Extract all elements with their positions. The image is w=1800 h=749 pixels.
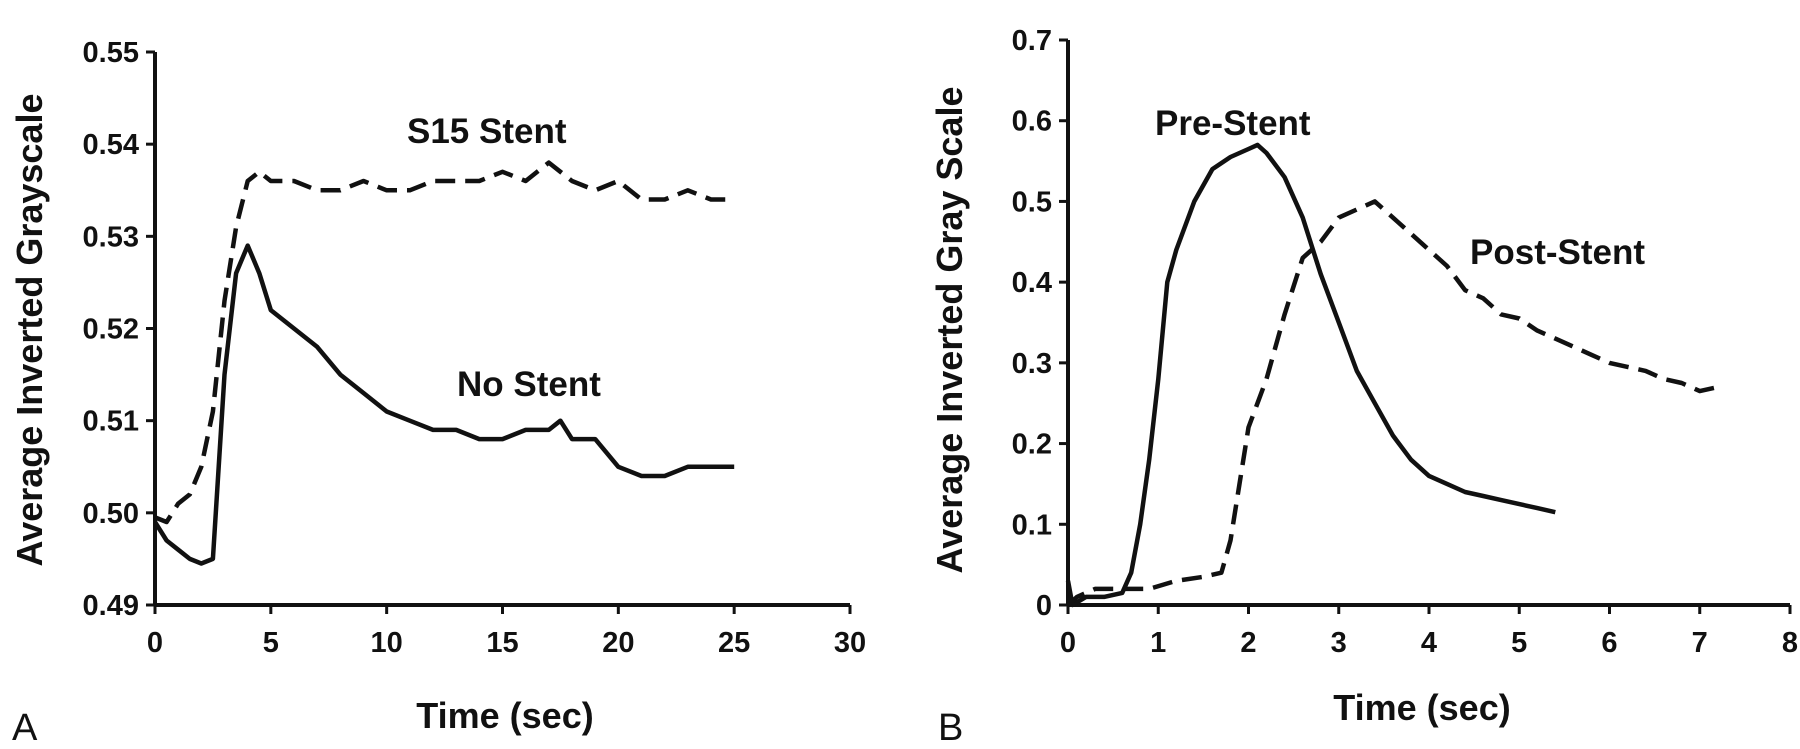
- panel-b-series-pre-stent: [1065, 142, 1556, 608]
- panel-a-xlabel: Time (sec): [416, 695, 593, 736]
- panel-a-x-tick-label: 10: [371, 627, 403, 659]
- panel-b-x-tick-label: 1: [1150, 627, 1166, 659]
- panel-a-label-no-stent: No Stent: [457, 365, 601, 404]
- panel-b-x-tick-label: 2: [1240, 627, 1256, 659]
- panel-a-y-tick-label: 0.51: [83, 406, 139, 438]
- panel-b-y-tick-label: 0: [1036, 590, 1052, 622]
- panel-a-x-tick-label: 15: [486, 627, 518, 659]
- panel-a-y-tick-label: 0.53: [83, 221, 139, 253]
- panel-a-y-tick-label: 0.52: [83, 314, 139, 346]
- panel-a-x-tick-label: 25: [718, 627, 750, 659]
- panel-b-x-tick-label: 0: [1060, 627, 1076, 659]
- panel-b-x-tick-label: 6: [1601, 627, 1617, 659]
- panel-a-ylabel: Average Inverted Grayscale: [9, 94, 50, 567]
- panel-b-x-tick-label: 7: [1692, 627, 1708, 659]
- panel-b-x-tick-label: 5: [1511, 627, 1527, 659]
- panel-a-series-no-stent: [153, 243, 735, 566]
- panel-b-x-tick-label: 8: [1782, 627, 1798, 659]
- panel-a-x-tick-label: 20: [602, 627, 634, 659]
- panel-b-label-pre-stent: Pre-Stent: [1155, 104, 1311, 143]
- panel-a-x-tick-label: 5: [263, 627, 279, 659]
- panel-b-y-tick-label: 0.5: [1012, 186, 1052, 218]
- panel-a-series-s15-stent: [154, 160, 735, 525]
- panel-a-x-tick-label: 30: [834, 627, 866, 659]
- panel-a-letter: A: [12, 707, 38, 749]
- panel-a-y-tick-label: 0.55: [83, 37, 139, 69]
- panel-b: Average Inverted Gray Scale Time (sec) P…: [929, 25, 1798, 749]
- panel-a-y-tick-label: 0.50: [83, 498, 139, 530]
- panel-b-y-tick-label: 0.4: [1012, 267, 1052, 299]
- panel-b-x-tick-label: 3: [1331, 627, 1347, 659]
- panel-b-y-tick-label: 0.3: [1012, 348, 1052, 380]
- panel-b-y-tick-label: 0.7: [1012, 25, 1052, 57]
- panel-b-ylabel: Average Inverted Gray Scale: [929, 87, 970, 574]
- panel-a: Average Inverted Grayscale Time (sec) S1…: [9, 37, 866, 749]
- panel-b-label-post-stent: Post-Stent: [1470, 233, 1645, 272]
- panel-b-x-tick-label: 4: [1421, 627, 1437, 659]
- panel-a-y-tick-label: 0.54: [83, 129, 139, 161]
- panel-b-y-tick-label: 0.1: [1012, 509, 1052, 541]
- panel-b-y-tick-label: 0.6: [1012, 106, 1052, 138]
- panel-b-letter: B: [938, 707, 963, 749]
- panel-a-y-tick-label: 0.49: [83, 590, 139, 622]
- panel-b-xlabel: Time (sec): [1333, 687, 1510, 728]
- panel-a-label-s15-stent: S15 Stent: [407, 112, 567, 151]
- panel-b-y-tick-label: 0.2: [1012, 429, 1052, 461]
- panel-a-x-tick-label: 0: [147, 627, 163, 659]
